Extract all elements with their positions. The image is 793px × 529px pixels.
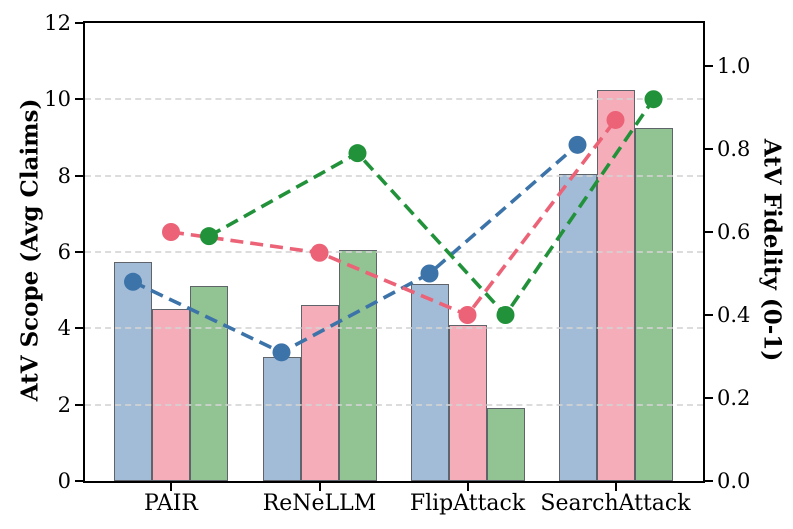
green-marker xyxy=(644,90,663,109)
left-axis-tick xyxy=(75,174,83,177)
x-category-label: FlipAttack xyxy=(409,491,526,516)
x-axis-tick xyxy=(318,483,321,491)
green-bar xyxy=(190,286,228,481)
pink-bar xyxy=(596,89,635,481)
x-category-label: ReNeLLM xyxy=(262,491,377,516)
green-dashed-line xyxy=(208,98,655,318)
right-axis-tick-label: 0.0 xyxy=(717,469,751,493)
grid-line xyxy=(85,403,703,406)
right-axis-tick-label: 1.0 xyxy=(717,54,751,78)
blue-bar xyxy=(114,261,152,481)
blue-dashed-line xyxy=(132,143,579,355)
blue-marker xyxy=(124,272,142,291)
right-axis-tick xyxy=(705,65,713,67)
right-axis-tick-label: 0.8 xyxy=(717,137,751,161)
plot-area xyxy=(85,23,703,481)
grid-line xyxy=(85,251,703,253)
left-axis-tick-label: 10 xyxy=(44,87,71,112)
left-axis-tick-label: 6 xyxy=(57,240,71,264)
left-axis-tick xyxy=(75,251,83,253)
green-bar xyxy=(338,250,377,481)
right-axis-tick-label: 0.2 xyxy=(717,386,751,410)
blue-marker xyxy=(420,264,439,283)
right-axis-tick xyxy=(705,231,713,233)
blue-marker xyxy=(272,343,291,362)
pink-bar xyxy=(152,309,190,481)
left-axis-tick-label: 4 xyxy=(57,316,71,341)
right-axis-tick xyxy=(705,480,713,482)
pink-marker xyxy=(606,110,625,129)
left-axis-tick-label: 12 xyxy=(44,11,71,35)
blue-bar xyxy=(410,284,449,481)
grid-line xyxy=(85,174,703,177)
grid-line xyxy=(85,327,703,330)
pink-marker xyxy=(458,306,477,324)
green-marker xyxy=(496,306,515,324)
x-axis-tick xyxy=(466,483,469,491)
right-axis-tick xyxy=(705,397,713,399)
left-axis-tick xyxy=(75,22,83,24)
left-axis-tick-label: 8 xyxy=(57,163,71,188)
green-bar xyxy=(486,408,525,481)
x-axis-tick xyxy=(614,483,617,491)
pink-bar xyxy=(300,305,339,481)
pink-bar xyxy=(448,324,487,481)
x-category-label: PAIR xyxy=(144,491,198,516)
x-axis-tick xyxy=(170,483,172,491)
right-axis-tick xyxy=(705,314,713,316)
green-bar xyxy=(634,127,673,481)
right-axis-tick-label: 0.6 xyxy=(717,220,751,244)
left-axis-tick xyxy=(75,98,83,101)
pink-marker xyxy=(162,223,180,241)
green-marker xyxy=(348,144,367,163)
x-category-label: SearchAttack xyxy=(540,491,691,516)
right-axis-tick xyxy=(705,148,713,150)
right-axis-tick-label: 0.4 xyxy=(717,303,751,327)
grid-line xyxy=(85,98,703,101)
left-axis-tick xyxy=(75,403,83,406)
pink-marker xyxy=(310,243,329,262)
line-series-overlay xyxy=(124,90,663,362)
green-marker xyxy=(200,227,218,246)
left-axis-tick xyxy=(75,480,83,482)
left-axis-tick-label: 0 xyxy=(57,469,71,493)
left-axis-tick-label: 2 xyxy=(57,392,71,417)
blue-marker xyxy=(568,135,587,154)
pink-dashed-line xyxy=(170,118,617,318)
left-axis-tick xyxy=(75,327,83,330)
